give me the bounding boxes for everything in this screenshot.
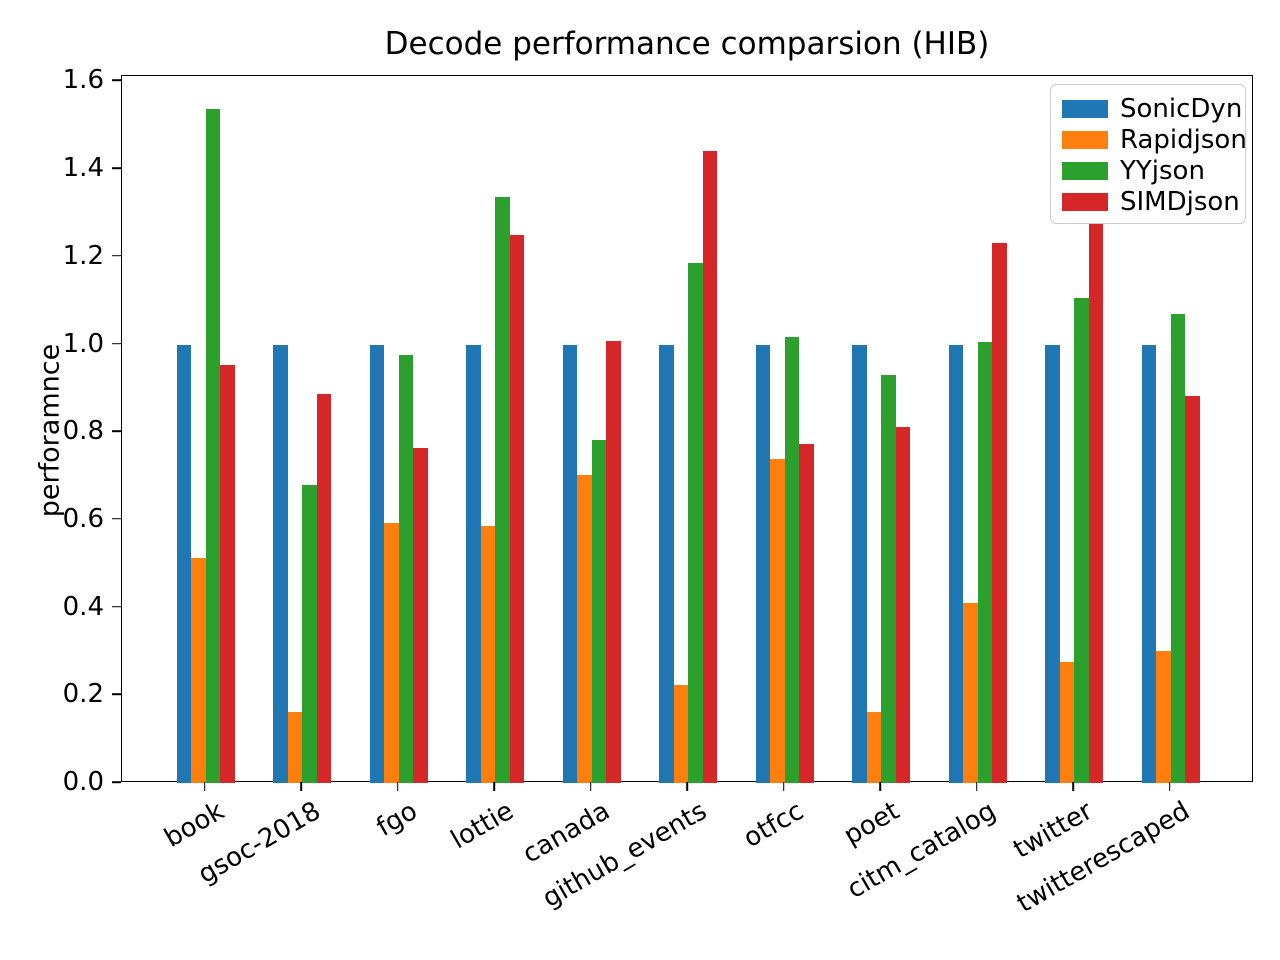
bar-SIMDjson-otfcc bbox=[799, 444, 814, 783]
bar-Rapidjson-canada bbox=[577, 475, 592, 783]
x-tick-mark bbox=[1072, 782, 1074, 791]
bar-Rapidjson-gsoc-2018 bbox=[287, 711, 302, 783]
bar-SIMDjson-citm_catalog bbox=[992, 242, 1007, 783]
bar-SIMDjson-twitter bbox=[1088, 218, 1103, 783]
legend-label: SonicDyn bbox=[1120, 93, 1243, 124]
bar-YYjson-canada bbox=[591, 439, 606, 783]
bar-Rapidjson-twitter bbox=[1059, 662, 1074, 783]
legend-patch-SIMDjson bbox=[1062, 192, 1108, 211]
y-tick-label-0.2: 0.2 bbox=[62, 679, 104, 710]
y-tick-mark bbox=[112, 167, 121, 169]
x-tick-label-poet: poet bbox=[839, 796, 905, 852]
y-tick-mark bbox=[112, 79, 121, 82]
y-tick-mark bbox=[112, 605, 121, 608]
bar-YYjson-twitter bbox=[1074, 297, 1089, 783]
bar-YYjson-otfcc bbox=[784, 336, 799, 783]
legend-label: YYjson bbox=[1120, 155, 1205, 186]
bar-SIMDjson-twitterescaped bbox=[1185, 396, 1200, 783]
bar-YYjson-twitterescaped bbox=[1170, 313, 1185, 783]
bar-YYjson-lottie bbox=[495, 196, 510, 783]
legend-patch-SonicDyn bbox=[1062, 99, 1108, 118]
bar-Rapidjson-fgo bbox=[384, 522, 399, 783]
x-tick-label-twitterescaped: twitterescaped bbox=[1011, 796, 1195, 919]
bar-Rapidjson-otfcc bbox=[770, 458, 785, 783]
bar-Rapidjson-twitterescaped bbox=[1156, 651, 1171, 783]
bar-SIMDjson-lottie bbox=[509, 234, 524, 783]
legend-item-SonicDyn: SonicDyn bbox=[1051, 93, 1245, 124]
bar-SonicDyn-lottie bbox=[466, 344, 481, 783]
bar-YYjson-gsoc-2018 bbox=[302, 485, 317, 783]
bar-SIMDjson-poet bbox=[895, 426, 910, 783]
bar-YYjson-poet bbox=[881, 375, 896, 783]
bar-YYjson-github_events bbox=[688, 262, 703, 783]
bar-Rapidjson-poet bbox=[866, 712, 881, 783]
x-tick-label-github_events: github_events bbox=[537, 796, 712, 914]
bar-YYjson-book bbox=[205, 109, 220, 783]
x-tick-mark bbox=[589, 782, 592, 791]
chart-title: Decode performance comparsion (HIB) bbox=[384, 26, 990, 62]
bar-SonicDyn-twitterescaped bbox=[1141, 344, 1156, 783]
x-tick-mark bbox=[493, 782, 495, 791]
bar-Rapidjson-book bbox=[191, 558, 206, 783]
x-tick-mark bbox=[975, 782, 978, 791]
legend-patch-YYjson bbox=[1062, 161, 1108, 180]
bar-SIMDjson-book bbox=[220, 365, 235, 783]
bar-SonicDyn-book bbox=[176, 344, 191, 783]
legend-item-YYjson: YYjson bbox=[1051, 155, 1245, 186]
x-tick-mark bbox=[300, 782, 302, 791]
x-tick-mark bbox=[782, 782, 785, 791]
bar-SonicDyn-gsoc-2018 bbox=[273, 344, 288, 783]
bar-SIMDjson-github_events bbox=[702, 150, 717, 783]
x-tick-mark bbox=[879, 782, 881, 791]
x-tick-mark bbox=[203, 782, 206, 791]
bar-SonicDyn-canada bbox=[562, 344, 577, 783]
y-tick-label-0.0: 0.0 bbox=[62, 767, 104, 797]
y-tick-mark bbox=[112, 781, 121, 783]
y-tick-label-1.0: 1.0 bbox=[62, 328, 104, 359]
bar-YYjson-citm_catalog bbox=[977, 342, 992, 783]
legend-item-SIMDjson: SIMDjson bbox=[1051, 186, 1245, 217]
y-tick-label-0.6: 0.6 bbox=[62, 503, 104, 534]
x-tick-mark bbox=[396, 782, 399, 791]
legend-item-Rapidjson: Rapidjson bbox=[1051, 124, 1247, 155]
legend-label: Rapidjson bbox=[1120, 124, 1247, 155]
x-tick-mark bbox=[1168, 782, 1171, 791]
bar-SonicDyn-twitter bbox=[1045, 344, 1060, 783]
legend-patch-Rapidjson bbox=[1062, 130, 1108, 149]
x-tick-label-lottie: lottie bbox=[446, 796, 519, 856]
bar-SIMDjson-gsoc-2018 bbox=[316, 394, 331, 783]
x-tick-label-book: book bbox=[159, 796, 230, 854]
bar-SonicDyn-otfcc bbox=[755, 344, 770, 783]
y-tick-mark bbox=[112, 518, 121, 520]
y-tick-mark bbox=[112, 255, 121, 257]
legend: SonicDyn Rapidjson YYjson SIMDjson bbox=[1050, 84, 1247, 224]
y-tick-mark bbox=[112, 342, 121, 345]
y-tick-label-1.6: 1.6 bbox=[62, 65, 104, 96]
y-tick-label-1.4: 1.4 bbox=[62, 153, 104, 184]
bar-Rapidjson-github_events bbox=[673, 684, 688, 783]
x-tick-label-fgo: fgo bbox=[371, 796, 423, 843]
bar-SonicDyn-citm_catalog bbox=[948, 344, 963, 783]
y-tick-label-0.8: 0.8 bbox=[62, 416, 104, 447]
legend-label: SIMDjson bbox=[1120, 186, 1240, 217]
y-tick-mark bbox=[112, 693, 121, 696]
bar-YYjson-fgo bbox=[398, 354, 413, 783]
x-tick-label-otfcc: otfcc bbox=[738, 796, 809, 854]
bar-SIMDjson-fgo bbox=[413, 448, 428, 783]
bar-SonicDyn-fgo bbox=[369, 344, 384, 783]
x-tick-mark bbox=[686, 782, 688, 791]
y-tick-mark bbox=[112, 430, 121, 432]
bar-SIMDjson-canada bbox=[606, 340, 621, 783]
bar-Rapidjson-citm_catalog bbox=[963, 602, 978, 783]
y-tick-label-1.2: 1.2 bbox=[62, 240, 104, 271]
y-tick-label-0.4: 0.4 bbox=[62, 591, 104, 622]
bar-SonicDyn-github_events bbox=[659, 344, 674, 783]
bar-Rapidjson-lottie bbox=[480, 526, 495, 783]
bar-SonicDyn-poet bbox=[852, 344, 867, 783]
